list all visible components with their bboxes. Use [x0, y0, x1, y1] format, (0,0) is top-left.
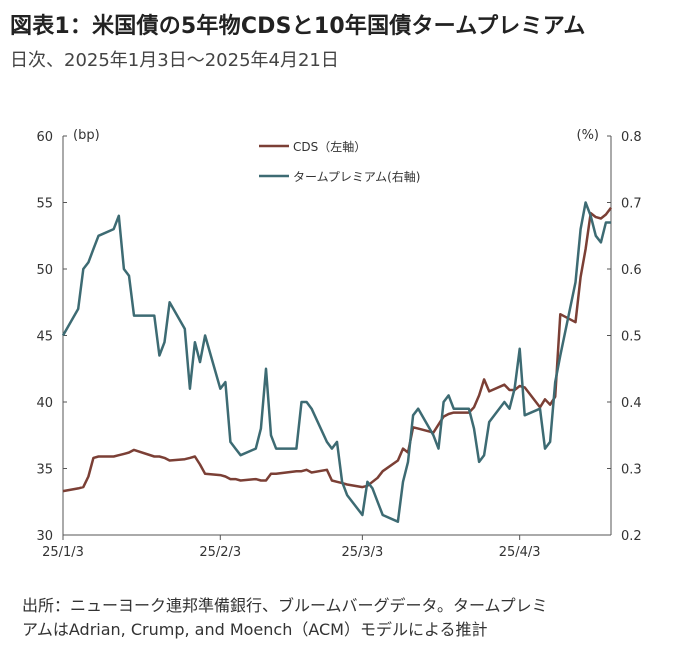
right-tick-label: 0.2: [621, 529, 642, 544]
right-tick-label: 0.7: [621, 197, 642, 212]
left-tick-label: 30: [36, 529, 53, 544]
chart-subtitle: 日次、2025年1月3日～2025年4月21日: [10, 50, 339, 71]
left-tick-label: 35: [36, 463, 53, 478]
right-tick-label: 0.8: [621, 130, 642, 145]
legend-label: CDS（左軸）: [293, 139, 366, 154]
left-tick-label: 45: [36, 330, 53, 345]
x-tick-label: 25/4/3: [499, 545, 541, 560]
term-premium-series-line: [61, 201, 611, 523]
chart-title: 図表1：米国債の5年物CDSと10年国債タームプレミアム: [10, 14, 586, 39]
legend-label: タームプレミアム(右軸): [293, 169, 420, 184]
right-tick-label: 0.5: [621, 330, 642, 345]
x-tick-label: 25/2/3: [199, 545, 241, 560]
right-tick-label: 0.4: [621, 396, 642, 411]
left-unit-label: (bp): [73, 128, 100, 143]
left-tick-label: 55: [36, 197, 53, 212]
left-tick-label: 40: [36, 396, 53, 411]
right-tick-label: 0.6: [621, 263, 642, 278]
source-note: 出所：ニューヨーク連邦準備銀行、ブルームバーグデータ。タームプレミ アムはAdr…: [22, 594, 548, 642]
source-line-2: アムはAdrian, Crump, and Moench（ACM）モデルによる推…: [22, 620, 488, 639]
left-tick-label: 60: [36, 130, 53, 145]
x-tick-label: 25/3/3: [341, 545, 383, 560]
chart-axes: 30 35 40 45 50 55 60 0.2 0.3 0.4 0.5 0.6 0.7 0.8 (bp) (…: [36, 128, 641, 560]
source-line-1: 出所：ニューヨーク連邦準備銀行、ブルームバーグデータ。タームプレミ: [22, 596, 548, 615]
left-tick-label: 50: [36, 263, 53, 278]
right-tick-label: 0.3: [621, 463, 642, 478]
cds-series-line: [62, 207, 612, 493]
x-tick-label: 25/1/3: [42, 545, 84, 560]
chart-legend: CDS（左軸） タームプレミアム(右軸): [259, 139, 420, 184]
chart-lines: [61, 201, 612, 523]
right-unit-label: (%): [577, 128, 600, 143]
